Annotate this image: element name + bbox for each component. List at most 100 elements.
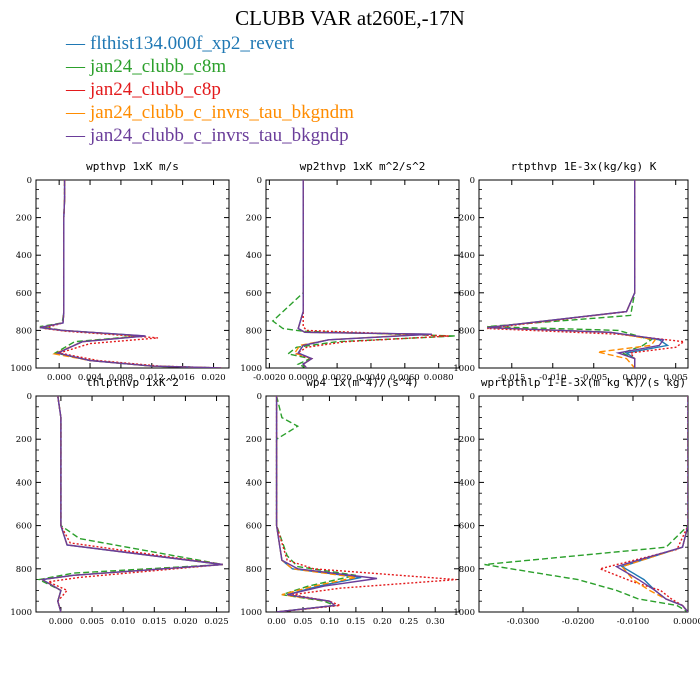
- panel-title: thlpthvp 1xK^2: [86, 376, 179, 389]
- x-tick-label: -0.0300: [507, 617, 540, 627]
- series-line-5: [275, 396, 378, 612]
- y-tick-label: 800: [16, 565, 32, 575]
- plot-frame: [265, 395, 460, 613]
- y-tick-label: 0: [470, 176, 475, 186]
- x-tick-label: 0.020: [173, 617, 197, 627]
- x-tick-label: 0.0080: [424, 373, 454, 383]
- x-tick-label: 0.25: [399, 617, 418, 627]
- series-line-3: [46, 396, 223, 612]
- series-line-1: [275, 396, 362, 612]
- y-tick-label: 1000: [453, 364, 475, 374]
- x-tick-label: 0.020: [201, 373, 225, 383]
- y-tick-label: 0: [27, 176, 32, 186]
- series-line-4: [293, 180, 426, 368]
- legend-entry-c8m: — jan24_clubb_c8m: [66, 55, 354, 78]
- x-tick-label: -0.0100: [617, 617, 650, 627]
- x-tick-label: 0.30: [426, 617, 445, 627]
- series-line-3: [294, 180, 449, 368]
- y-tick-label: 600: [16, 522, 32, 532]
- x-tick-label: 0.000: [49, 617, 73, 627]
- x-tick-label: -0.010: [539, 373, 566, 383]
- series-line-2: [275, 396, 357, 612]
- panel-6: wprtpthlp 1-E-3x(m kg K)/(s kg) 0 200 400 60…: [453, 376, 700, 627]
- y-tick-label: 200: [16, 435, 32, 445]
- y-tick-label: 800: [246, 565, 262, 575]
- x-tick-label: 0.000: [623, 373, 647, 383]
- panel-1: wpthvp 1xK m/s 0 200 400 600 800 1000 0.000 0.00…: [10, 160, 230, 383]
- y-tick-label: 0: [27, 392, 32, 402]
- series-line-5: [40, 396, 223, 612]
- panel-3: rtpthvp 1E-3x(kg/kg) K 0 200 400 600 800 1000 -…: [453, 160, 689, 383]
- y-tick-label: 0: [470, 392, 475, 402]
- legend-label: jan24_clubb_c8p: [90, 79, 221, 100]
- series-line-2: [484, 396, 688, 612]
- x-tick-label: 0.0060: [390, 373, 420, 383]
- series-line-1: [297, 180, 431, 368]
- legend-line-marker: —: [66, 102, 85, 123]
- series-line-2: [487, 180, 653, 368]
- x-tick-label: 0.0000: [288, 373, 318, 383]
- y-tick-label: 400: [459, 478, 475, 488]
- y-tick-label: 600: [16, 289, 32, 299]
- panel-title: wp2thvp 1xK m^2/s^2: [300, 160, 426, 173]
- x-tick-label: 0.016: [171, 373, 195, 383]
- y-tick-label: 600: [246, 522, 262, 532]
- legend-label: jan24_clubb_c8m: [90, 56, 227, 77]
- x-tick-label: -0.015: [498, 373, 525, 383]
- panel-title: rtpthvp 1E-3x(kg/kg) K: [511, 160, 657, 173]
- x-tick-label: 0.004: [78, 373, 102, 383]
- series-line-5: [39, 180, 222, 368]
- legend-line-marker: —: [66, 125, 85, 146]
- plot-frame: [35, 179, 230, 369]
- y-tick-label: 1000: [10, 364, 32, 374]
- y-tick-label: 400: [459, 251, 475, 261]
- y-tick-label: 1000: [240, 364, 262, 374]
- x-tick-label: 0.008: [109, 373, 133, 383]
- x-tick-label: 0.010: [111, 617, 135, 627]
- plot-frame: [478, 395, 689, 613]
- y-tick-label: 600: [459, 522, 475, 532]
- x-tick-label: 0.0040: [356, 373, 386, 383]
- y-tick-label: 200: [246, 435, 262, 445]
- series-line-4: [487, 180, 657, 368]
- y-tick-label: 400: [16, 478, 32, 488]
- legend-line-marker: —: [66, 56, 85, 77]
- series-line-3: [43, 180, 222, 368]
- panel-title: wp4 1x(m^4)/(s^4): [306, 376, 419, 389]
- panel-2: wp2thvp 1xK m^2/s^2 0 200 400 600 800 1000-0.0…: [240, 160, 460, 383]
- legend: — flthist134.000f_xp2_revert — jan24_clubb…: [66, 32, 354, 147]
- figure-title: CLUBB VAR at260E,-17N: [235, 6, 465, 30]
- legend-label: jan24_clubb_c_invrs_tau_bkgndp: [90, 125, 349, 146]
- series-line-4: [275, 396, 357, 612]
- series-line-5: [614, 396, 688, 612]
- legend-entry-c8p: — jan24_clubb_c8p: [66, 78, 354, 101]
- series-line-5: [487, 180, 665, 368]
- x-tick-label: 0.015: [142, 617, 166, 627]
- y-tick-label: 800: [16, 326, 32, 336]
- y-tick-label: 200: [246, 214, 262, 224]
- x-tick-label: 0.00: [267, 617, 286, 627]
- legend-line-marker: —: [66, 79, 85, 100]
- y-tick-label: 200: [16, 214, 32, 224]
- x-tick-label: -0.005: [580, 373, 607, 383]
- panel-4: thlpthvp 1xK^2 0 200 400 600 800 1000 0.000 0.00…: [10, 376, 230, 627]
- y-tick-label: 400: [246, 251, 262, 261]
- series-line-1: [620, 396, 688, 612]
- x-tick-label: 0.025: [204, 617, 228, 627]
- y-tick-label: 1000: [10, 608, 32, 618]
- series-line-2: [271, 180, 456, 368]
- y-tick-label: 400: [16, 251, 32, 261]
- x-tick-label: -0.0200: [562, 617, 595, 627]
- series-line-1: [487, 180, 670, 368]
- x-tick-label: 0.10: [320, 617, 339, 627]
- series-line-4: [620, 396, 688, 612]
- legend-line-marker: —: [66, 33, 85, 54]
- y-tick-label: 0: [257, 392, 262, 402]
- x-tick-label: 0.05: [294, 617, 313, 627]
- x-tick-label: 0.000: [47, 373, 71, 383]
- y-tick-label: 800: [459, 565, 475, 575]
- y-tick-label: 200: [459, 435, 475, 445]
- legend-label: jan24_clubb_c_invrs_tau_bkgndm: [90, 102, 354, 123]
- y-tick-label: 1000: [453, 608, 475, 618]
